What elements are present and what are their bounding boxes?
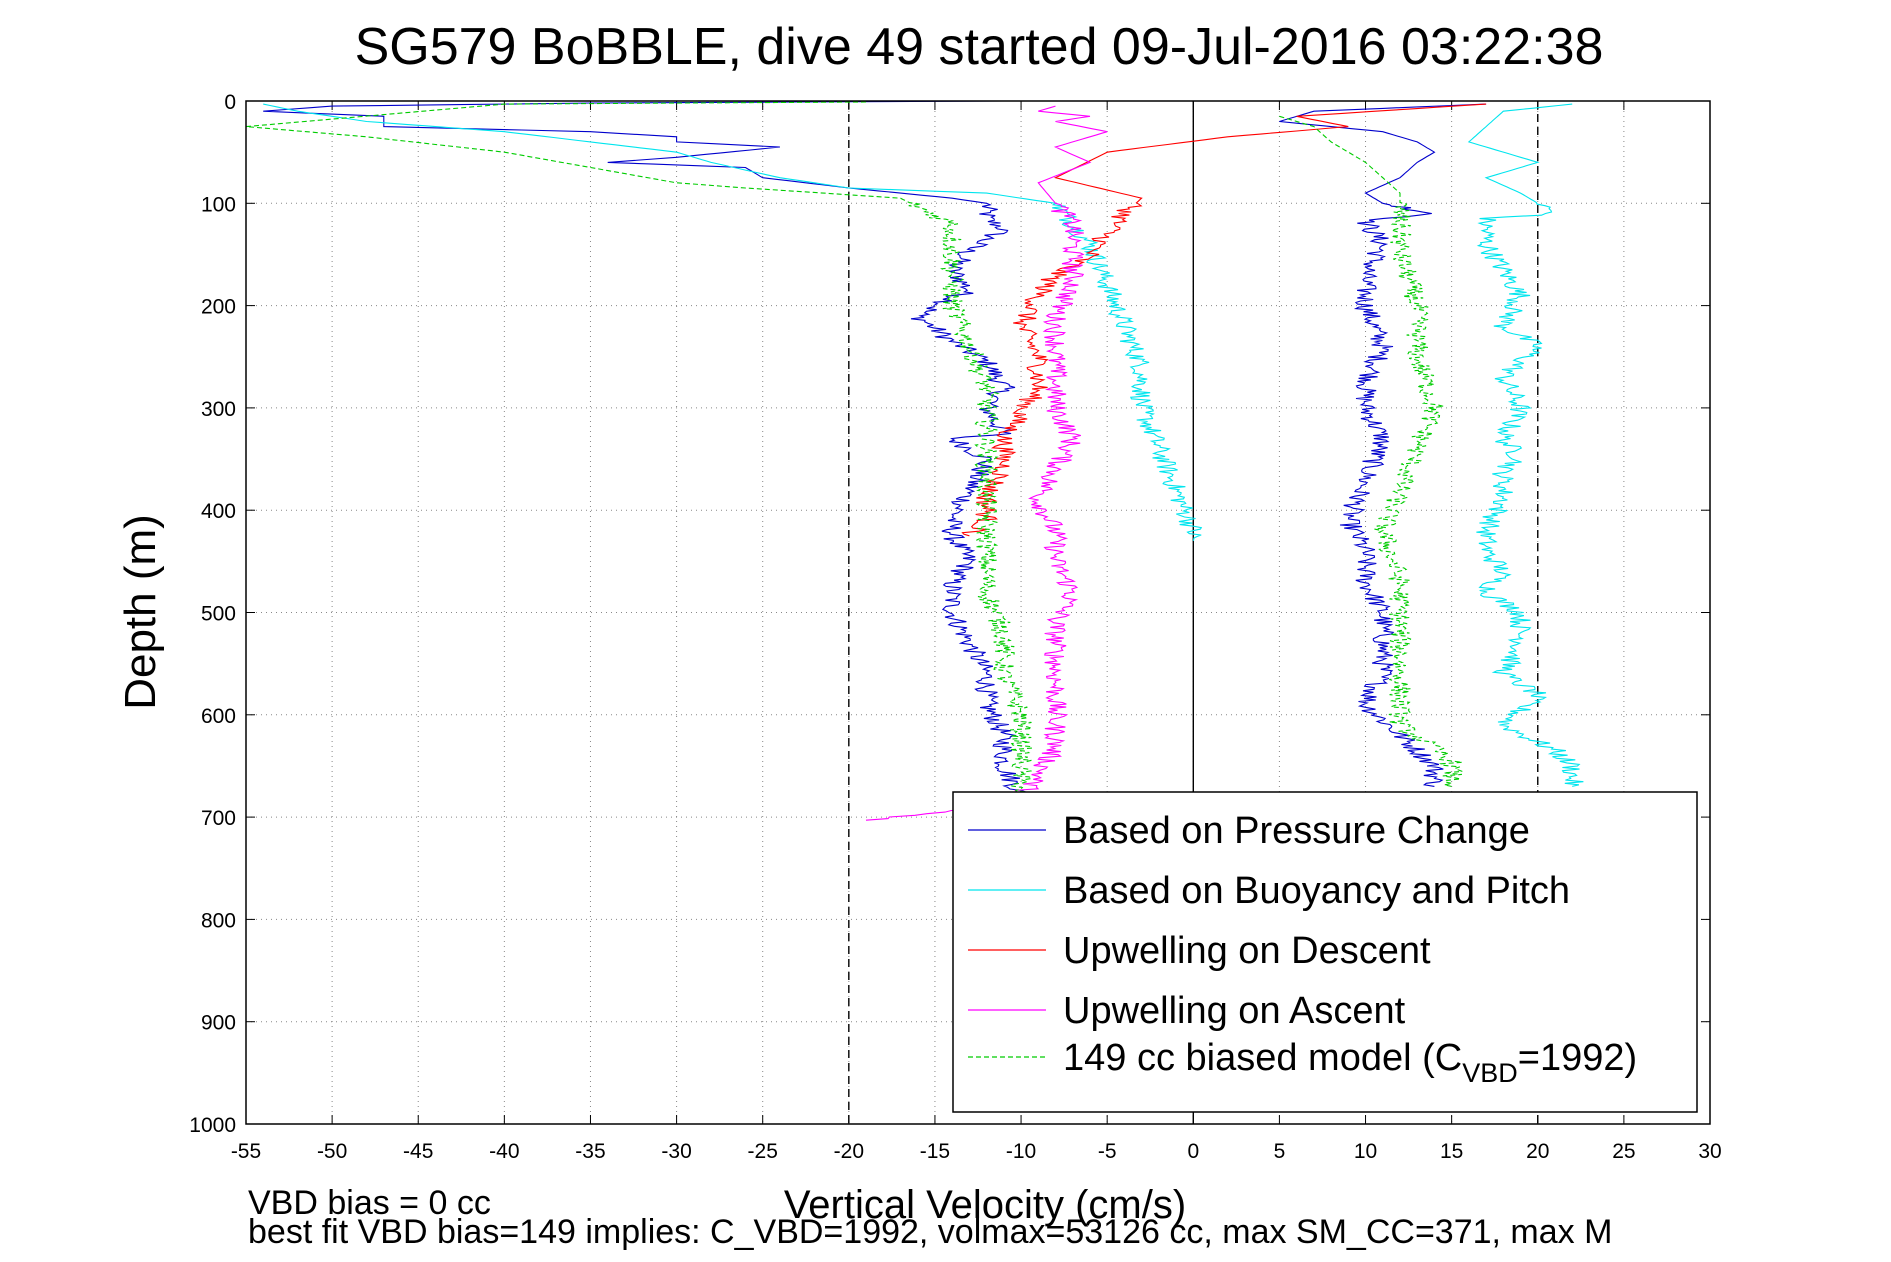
x-tick-label: 20 [1526, 1140, 1549, 1163]
y-tick-label: 800 [201, 909, 236, 932]
x-tick-label: 15 [1440, 1140, 1463, 1163]
x-tick-labels: -55 -50 -45 -40 -35 -30 -25 -20 -15 -10 -5 0 5 10 15 20… [231, 1140, 1722, 1163]
y-tick-label: 500 [201, 603, 236, 626]
series-line-1 [263, 100, 1027, 798]
series-line-3 [961, 103, 1487, 537]
y-tick-labels: 0 100 200 300 400 500 600 700 800 900 1000 [189, 91, 236, 1137]
series-line-5 [1279, 115, 1463, 787]
x-tick-label: 30 [1698, 1140, 1721, 1163]
series-line-5 [245, 101, 1034, 798]
legend-label-1: Based on Pressure Change [1063, 810, 1530, 852]
x-tick-label: 10 [1354, 1140, 1377, 1163]
x-tick-label: -40 [489, 1140, 519, 1163]
legend-label-4: Upwelling on Ascent [1063, 990, 1406, 1032]
series-line-1 [1279, 103, 1487, 787]
legend-label-2: Based on Buoyancy and Pitch [1063, 870, 1570, 912]
x-tick-label: 25 [1612, 1140, 1635, 1163]
y-tick-label: 700 [201, 807, 236, 830]
x-tick-label: -15 [920, 1140, 950, 1163]
y-tick-label: 200 [201, 296, 236, 319]
y-tick-label: 0 [224, 91, 236, 114]
x-tick-label: -35 [575, 1140, 605, 1163]
y-tick-label: 900 [201, 1012, 236, 1035]
y-axis-label: Depth (m) [116, 514, 165, 710]
y-tick-label: 1000 [189, 1114, 236, 1137]
x-axis-label: Vertical Velocity (cm/s) [784, 1183, 1186, 1227]
x-tick-label: -10 [1006, 1140, 1036, 1163]
legend-label-3: Upwelling on Descent [1063, 930, 1431, 972]
plot-frame [245, 100, 1711, 1125]
legend-label-5: 149 cc biased model (CVBD=1992) [1063, 1037, 1637, 1088]
x-tick-label: -25 [748, 1140, 778, 1163]
footnote-vbd-bias: VBD bias = 0 cc [248, 1184, 491, 1222]
x-tick-label: -20 [834, 1140, 864, 1163]
series-line-2 [263, 103, 1203, 542]
footnote-best-fit: best fit VBD bias=149 implies: C_VBD=199… [248, 1213, 1612, 1251]
x-tick-label: 0 [1187, 1140, 1199, 1163]
y-tick-label: 100 [201, 193, 236, 216]
x-tick-label: -55 [231, 1140, 261, 1163]
chart-title: SG579 BoBBLE, dive 49 started 09-Jul-201… [355, 18, 1604, 76]
series-lines [245, 100, 1584, 821]
legend: Based on Pressure Change Based on Buoyanc… [952, 791, 1698, 1113]
series-line-4 [865, 105, 1108, 821]
x-tick-label: -45 [403, 1140, 433, 1163]
legend-box [952, 791, 1698, 1113]
y-tick-label: 300 [201, 398, 236, 421]
y-tick-label: 400 [201, 500, 236, 523]
series-line-2 [1467, 103, 1584, 787]
y-tick-label: 600 [201, 705, 236, 728]
x-tick-label: -50 [317, 1140, 347, 1163]
x-tick-label: -5 [1098, 1140, 1117, 1163]
x-tick-label: 5 [1274, 1140, 1286, 1163]
x-tick-label: -30 [661, 1140, 691, 1163]
